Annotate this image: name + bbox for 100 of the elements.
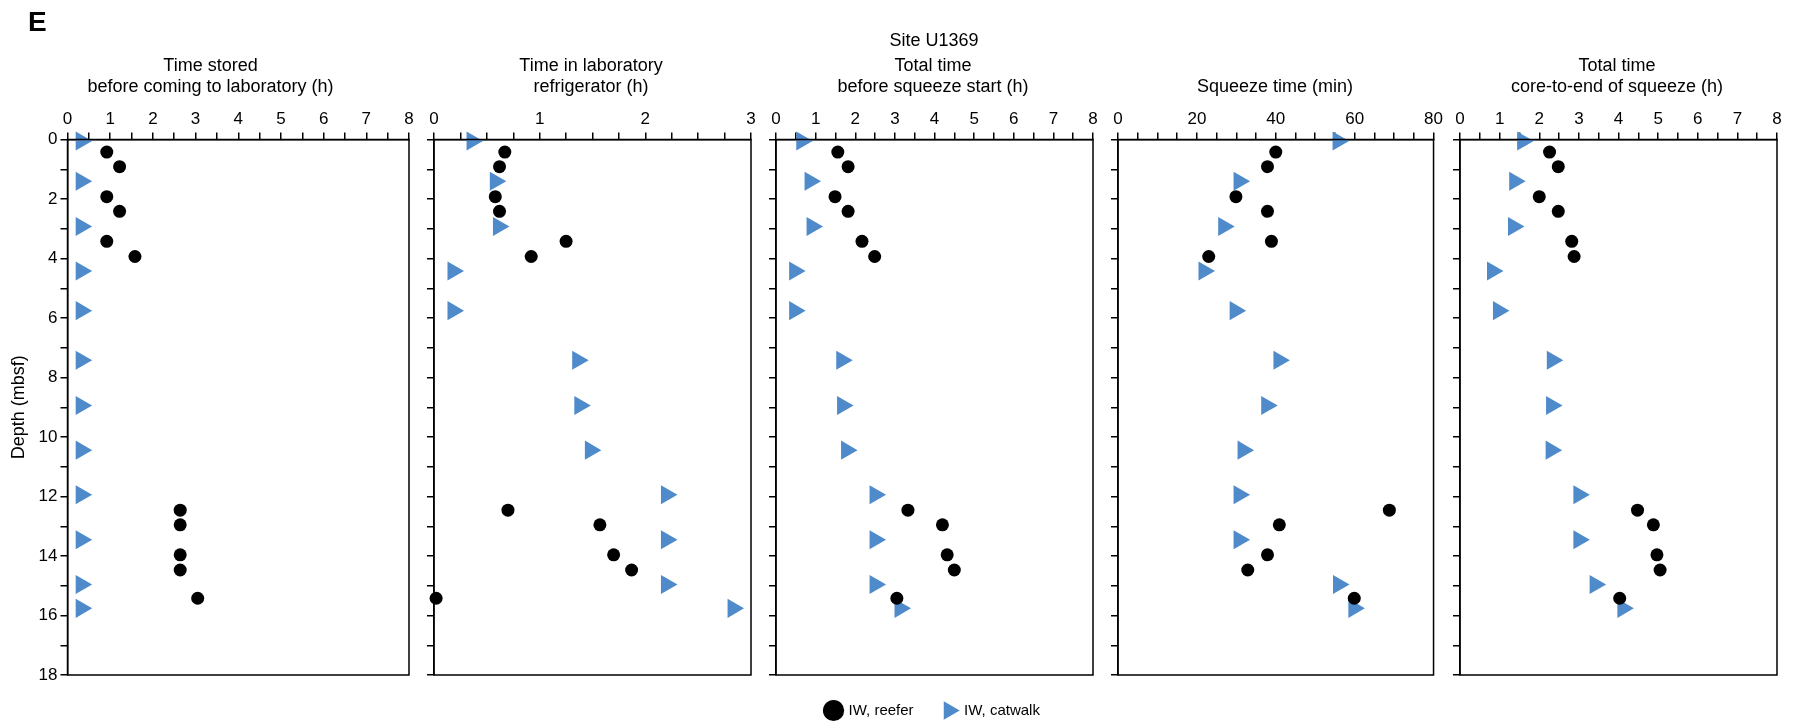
point — [890, 591, 904, 605]
point — [1198, 261, 1215, 281]
point — [113, 160, 127, 174]
x-tick-label: 3 — [890, 109, 900, 129]
x-tick-label: 8 — [404, 109, 414, 129]
point — [1233, 171, 1251, 191]
point — [836, 350, 853, 370]
point — [501, 503, 515, 517]
point — [128, 250, 142, 263]
point — [1543, 145, 1557, 159]
y-tick-label: 10 — [38, 426, 58, 446]
point — [173, 503, 187, 517]
x-tick-label: 40 — [1266, 109, 1286, 129]
point — [855, 234, 869, 248]
point — [868, 250, 882, 263]
point — [1273, 350, 1290, 370]
point — [493, 160, 507, 174]
point — [789, 301, 806, 321]
y-tick-label: 8 — [48, 367, 58, 387]
x-tick-label: 3 — [746, 109, 756, 129]
point — [1332, 575, 1350, 595]
text: E — [28, 6, 47, 38]
point — [1261, 395, 1278, 416]
point — [593, 518, 607, 532]
point — [75, 261, 93, 281]
x-tick-label: 2 — [850, 109, 860, 129]
y-tick-label: 18 — [38, 664, 58, 684]
x-tick-label: 1 — [1494, 109, 1505, 129]
x-tick-label: 6 — [1009, 109, 1019, 129]
point — [1272, 518, 1286, 532]
point — [75, 395, 93, 416]
point — [75, 350, 93, 370]
point — [869, 575, 887, 595]
point — [837, 395, 854, 416]
point — [1613, 591, 1627, 605]
x-tick-label: 8 — [1772, 109, 1782, 129]
x-tick-label: 6 — [1693, 109, 1703, 129]
x-tick-label: 2 — [1534, 109, 1544, 129]
point — [831, 145, 845, 159]
x-tick-label: 7 — [1048, 109, 1059, 129]
x-tick-label: 8 — [1088, 109, 1098, 129]
point — [1567, 250, 1581, 263]
point — [1565, 234, 1579, 248]
point — [100, 145, 114, 159]
point — [1545, 440, 1563, 460]
y-tick-label: 14 — [38, 545, 58, 565]
x-tick-label: 4 — [1613, 109, 1624, 129]
x-tick-label: 3 — [1574, 109, 1584, 129]
x-tick-label: 0 — [429, 109, 439, 129]
y-tick-label: 6 — [48, 307, 58, 327]
point — [75, 440, 93, 460]
point — [1347, 591, 1361, 605]
point — [607, 548, 621, 562]
x-tick-label: 0 — [1113, 109, 1123, 129]
point — [173, 548, 187, 562]
point — [1237, 440, 1255, 460]
text: Site U1369 — [888, 30, 980, 51]
point — [173, 563, 187, 577]
point — [1229, 301, 1247, 321]
point — [1507, 216, 1525, 236]
point — [1551, 160, 1565, 174]
point — [1486, 261, 1504, 281]
x-tick-label: 1 — [534, 109, 545, 129]
point — [1589, 575, 1607, 595]
point — [498, 145, 512, 159]
x-tick-label: 2 — [148, 109, 158, 129]
point — [1653, 563, 1667, 577]
y-axis-title: Depth (mbsf) — [7, 355, 28, 460]
point — [572, 350, 589, 370]
point — [796, 131, 813, 151]
y-tick-label: 12 — [38, 486, 58, 506]
point — [1646, 518, 1660, 532]
point — [1546, 395, 1563, 416]
point — [1517, 131, 1534, 151]
y-tick-label: 2 — [48, 188, 58, 208]
point — [1573, 485, 1590, 505]
point — [660, 530, 678, 550]
x-tick-label: 5 — [1653, 109, 1663, 129]
point — [1573, 530, 1590, 550]
chart-title: Time stored before coming to laboratory (h) — [87, 54, 334, 97]
chart-title: Total time before squeeze start (h) — [837, 54, 1029, 97]
point — [1382, 503, 1396, 517]
chart-title: Total time core-to-end of squeeze (h) — [1510, 54, 1724, 97]
point — [841, 440, 858, 460]
point — [869, 530, 887, 550]
point — [75, 598, 93, 618]
point — [574, 395, 591, 416]
x-tick-label: 0 — [771, 109, 781, 129]
point — [660, 575, 678, 595]
x-tick-label: 1 — [105, 109, 115, 129]
point — [841, 204, 855, 218]
x-tick-label: 5 — [969, 109, 979, 129]
y-tick-label: 0 — [48, 129, 58, 149]
x-tick-label: 4 — [233, 109, 243, 129]
point — [524, 250, 538, 263]
point — [488, 190, 502, 204]
point — [75, 171, 93, 191]
y-tick-label: 16 — [38, 605, 58, 625]
point — [1233, 530, 1251, 550]
point — [1269, 145, 1283, 159]
